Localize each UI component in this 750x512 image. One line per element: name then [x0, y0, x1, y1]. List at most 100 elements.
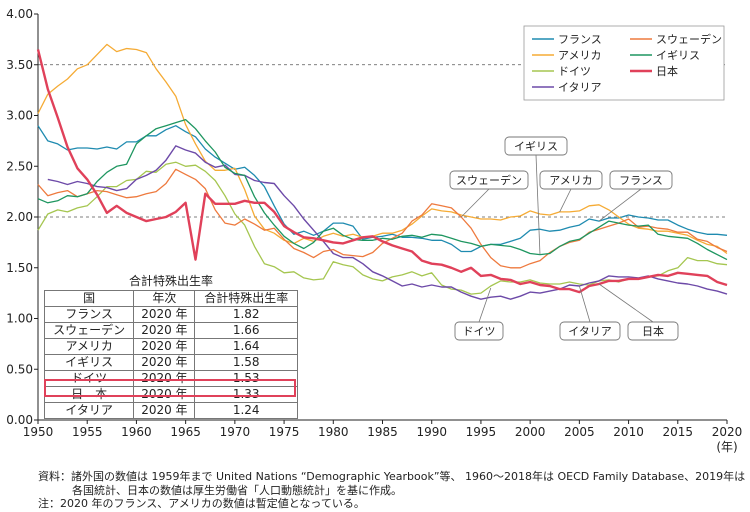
y-tick-label: 0.00: [6, 413, 33, 427]
y-tick-label: 3.00: [6, 109, 33, 123]
callout-label: イギリス: [514, 140, 558, 153]
callout-label: アメリカ: [549, 174, 592, 187]
table-header-year: 年次: [133, 290, 196, 307]
legend-box: [523, 25, 725, 101]
series-line-イギリス: [37, 118, 728, 261]
table-header-rate: 合計特殊出生率: [194, 290, 298, 307]
x-tick-label: 2005: [564, 425, 595, 439]
x-tick-label: 1950: [23, 425, 54, 439]
cell-value: 1.53: [194, 370, 298, 387]
cell-country: イタリア: [43, 402, 135, 419]
callout-label: イタリア: [568, 325, 612, 338]
legend-label: イギリス: [656, 49, 700, 62]
x-tick-label: 1975: [269, 425, 300, 439]
grid-lines: [38, 64, 727, 218]
legend-label: スウェーデン: [656, 32, 722, 46]
legend-label: アメリカ: [558, 49, 601, 62]
cell-year: 2020 年: [133, 322, 196, 339]
x-tick-label: 2020: [712, 425, 743, 439]
y-tick-label: 3.50: [6, 58, 33, 72]
y-tick-label: 2.50: [6, 159, 33, 173]
x-tick-label: 1990: [416, 425, 447, 439]
callout-leader: [460, 188, 490, 218]
x-tick-label: 1980: [318, 425, 349, 439]
callout-box: [454, 321, 504, 341]
series-line-スウェーデン: [37, 168, 728, 269]
table-header-row: 国 年次 合計特殊出生率: [43, 290, 298, 307]
note-line: 注：2020 年のフランス、アメリカの数値は暫定値となっている。: [38, 497, 365, 510]
x-tick-label: 2000: [515, 425, 546, 439]
x-tick-label: 2010: [613, 425, 644, 439]
x-tick-label: 1955: [72, 425, 103, 439]
table-row: スウェーデン 2020 年 1.66: [43, 322, 298, 339]
cell-country: ドイツ: [43, 370, 135, 387]
series-line-イタリア: [47, 145, 728, 300]
cell-value: 1.33: [194, 386, 298, 403]
callout-box: [504, 136, 568, 156]
callout-leader: [535, 154, 541, 255]
cell-value: 1.64: [194, 338, 298, 355]
cell-value: 1.58: [194, 354, 298, 371]
legend-label: ドイツ: [558, 65, 591, 78]
callout-leader: [578, 285, 591, 323]
series-line-アメリカ: [37, 43, 728, 255]
x-tick-label: 1970: [220, 425, 251, 439]
callout-box: [609, 170, 673, 190]
y-tick-label: 4.00: [6, 7, 33, 21]
callout-label: フランス: [619, 174, 663, 187]
table-row: イタリア 2020 年 1.24: [43, 402, 298, 419]
legend-label: イタリア: [558, 81, 602, 94]
callout-leader: [598, 188, 642, 222]
callout-box: [559, 321, 621, 341]
cell-year: 2020 年: [133, 386, 196, 403]
x-tick-label: 2015: [663, 425, 694, 439]
y-tick-label: 2.00: [6, 210, 33, 224]
cell-year: 2020 年: [133, 402, 196, 419]
x-tick-label: 1965: [170, 425, 201, 439]
series-lines: [36, 43, 728, 300]
cell-year: 2020 年: [133, 338, 196, 355]
y-tick-label: 1.50: [6, 261, 33, 275]
table-row: ドイツ 2020 年 1.53: [43, 370, 298, 387]
callout-label: ドイツ: [463, 325, 496, 338]
callout-label: 日本: [642, 324, 664, 338]
legend-label: フランス: [558, 33, 602, 46]
series-line-日本: [36, 49, 728, 294]
x-tick-label: 1995: [466, 425, 497, 439]
cell-country: フランス: [43, 306, 135, 323]
table-row: フランス 2020 年 1.82: [43, 306, 298, 323]
cell-year: 2020 年: [133, 370, 196, 387]
table-row: アメリカ 2020 年 1.64: [43, 338, 298, 355]
cell-country: イギリス: [43, 354, 135, 371]
note-line: 各国統計、日本の数値は厚生労働省「人口動態統計」を基に作成。: [72, 483, 402, 497]
cell-value: 1.66: [194, 322, 298, 339]
table-title: 合計特殊出生率: [128, 274, 213, 288]
table-row: イギリス 2020 年 1.58: [43, 354, 298, 371]
cell-country: スウェーデン: [43, 322, 135, 339]
table-row-japan: 日 本 2020 年 1.33: [43, 386, 298, 403]
source-notes: 資料：諸外国の数値は 1959年まで United Nations “Demog…: [38, 470, 748, 511]
cell-country: アメリカ: [43, 338, 135, 355]
y-tick-label: 1.00: [6, 312, 33, 326]
cell-value: 1.24: [194, 402, 298, 419]
callout-leader: [559, 188, 572, 213]
callout-box: [449, 170, 529, 190]
fertility-table: 国 年次 合計特殊出生率 フランス 2020 年 1.82 スウェーデン 2020 年…: [43, 290, 298, 419]
cell-year: 2020 年: [133, 354, 196, 371]
cell-value: 1.82: [194, 306, 298, 323]
y-tick-label: 0.50: [6, 362, 33, 376]
callout-leader: [478, 287, 492, 323]
callout-box: [627, 321, 679, 341]
cell-year: 2020 年: [133, 306, 196, 323]
callout-label: スウェーデン: [456, 173, 522, 187]
axes: 0.00 0.50 1.00 1.50 2.00 2.50 3.00 3.50 4.00 1950…: [6, 7, 742, 439]
table-header-country: 国: [43, 290, 135, 307]
x-tick-label: 1985: [367, 425, 398, 439]
legend-label: 日本: [656, 64, 678, 78]
x-tick-label: 1960: [121, 425, 152, 439]
callout-box: [539, 170, 603, 190]
fertility-rate-chart: 0.00 0.50 1.00 1.50 2.00 2.50 3.00 3.50 4.00 1950…: [6, 7, 742, 454]
note-line: 資料：諸外国の数値は 1959年まで United Nations “Demog…: [38, 470, 746, 483]
x-axis-unit-label: (年): [716, 440, 737, 454]
